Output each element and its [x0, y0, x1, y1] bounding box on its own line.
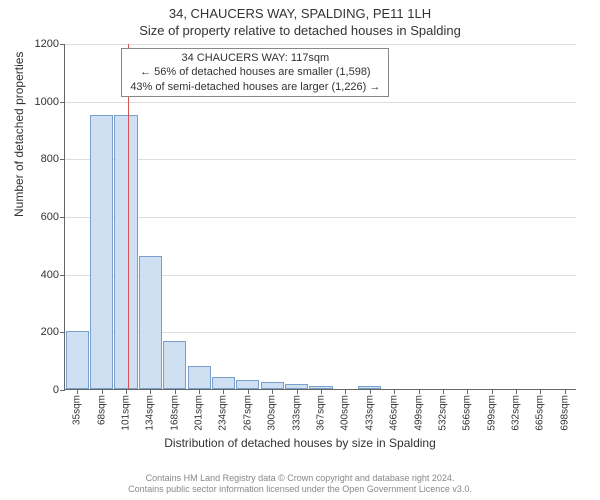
x-tick-label: 367sqm [316, 395, 327, 431]
y-tick-mark [60, 159, 65, 160]
x-tick-label: 267sqm [242, 395, 253, 431]
x-tick-label: 499sqm [413, 395, 424, 431]
histogram-bar [139, 256, 162, 389]
y-tick-label: 600 [41, 211, 59, 223]
x-tick-mark [175, 389, 176, 394]
chart-subtitle: Size of property relative to detached ho… [0, 23, 600, 40]
annotation-line: ← 56% of detached houses are smaller (1,… [130, 65, 380, 79]
x-tick-mark [419, 389, 420, 394]
histogram-bar [188, 366, 211, 389]
x-tick-mark [321, 389, 322, 394]
x-tick-label: 400sqm [340, 395, 351, 431]
x-tick-label: 101sqm [120, 395, 131, 431]
y-tick-label: 400 [41, 269, 59, 281]
x-tick-mark [248, 389, 249, 394]
y-tick-mark [60, 275, 65, 276]
footer: Contains HM Land Registry data © Crown c… [0, 473, 600, 496]
x-tick-label: 234sqm [218, 395, 229, 431]
x-tick-label: 201sqm [194, 395, 205, 431]
x-tick-mark [199, 389, 200, 394]
x-tick-mark [492, 389, 493, 394]
plot-area: 02004006008001000120035sqm68sqm101sqm134… [64, 44, 576, 390]
x-tick-label: 632sqm [511, 395, 522, 431]
x-tick-mark [370, 389, 371, 394]
y-tick-label: 0 [53, 384, 59, 396]
x-tick-mark [223, 389, 224, 394]
x-tick-mark [150, 389, 151, 394]
y-tick-mark [60, 102, 65, 103]
y-tick-label: 1200 [35, 38, 59, 50]
histogram-bar [114, 115, 137, 389]
grid-line [65, 44, 576, 45]
x-tick-label: 566sqm [462, 395, 473, 431]
histogram-bar [163, 341, 186, 389]
x-tick-label: 134sqm [145, 395, 156, 431]
grid-line [65, 159, 576, 160]
x-tick-mark [272, 389, 273, 394]
x-tick-mark [102, 389, 103, 394]
x-tick-label: 532sqm [437, 395, 448, 431]
x-tick-mark [540, 389, 541, 394]
y-tick-mark [60, 217, 65, 218]
footer-line-1: Contains HM Land Registry data © Crown c… [0, 473, 600, 485]
y-tick-mark [60, 390, 65, 391]
x-tick-label: 68sqm [96, 395, 107, 425]
y-tick-label: 800 [41, 153, 59, 165]
histogram-bar [261, 382, 284, 389]
x-tick-mark [77, 389, 78, 394]
x-tick-label: 35sqm [72, 395, 83, 425]
x-tick-mark [565, 389, 566, 394]
x-tick-label: 665sqm [535, 395, 546, 431]
chart-container: 34, CHAUCERS WAY, SPALDING, PE11 1LH Siz… [0, 0, 600, 500]
histogram-bar [66, 331, 89, 389]
histogram-bar [90, 115, 113, 389]
x-tick-mark [297, 389, 298, 394]
x-tick-mark [126, 389, 127, 394]
histogram-bar [236, 380, 259, 389]
grid-line [65, 102, 576, 103]
y-tick-mark [60, 44, 65, 45]
x-tick-label: 300sqm [267, 395, 278, 431]
annotation-line: 43% of semi-detached houses are larger (… [130, 80, 380, 94]
x-tick-label: 698sqm [559, 395, 570, 431]
y-tick-label: 200 [41, 326, 59, 338]
y-tick-mark [60, 332, 65, 333]
y-axis-label: Number of detached properties [12, 52, 26, 217]
x-tick-mark [345, 389, 346, 394]
x-tick-mark [467, 389, 468, 394]
x-tick-mark [516, 389, 517, 394]
x-tick-label: 168sqm [169, 395, 180, 431]
x-tick-label: 333sqm [291, 395, 302, 431]
x-tick-mark [394, 389, 395, 394]
x-axis-label: Distribution of detached houses by size … [0, 436, 600, 450]
grid-line [65, 217, 576, 218]
x-tick-label: 599sqm [486, 395, 497, 431]
histogram-bar [212, 377, 235, 389]
x-tick-mark [443, 389, 444, 394]
y-tick-label: 1000 [35, 96, 59, 108]
annotation-box: 34 CHAUCERS WAY: 117sqm← 56% of detached… [121, 48, 389, 97]
annotation-line: 34 CHAUCERS WAY: 117sqm [130, 51, 380, 65]
chart-title: 34, CHAUCERS WAY, SPALDING, PE11 1LH [0, 0, 600, 23]
x-tick-label: 433sqm [364, 395, 375, 431]
footer-line-2: Contains public sector information licen… [0, 484, 600, 496]
x-tick-label: 466sqm [389, 395, 400, 431]
